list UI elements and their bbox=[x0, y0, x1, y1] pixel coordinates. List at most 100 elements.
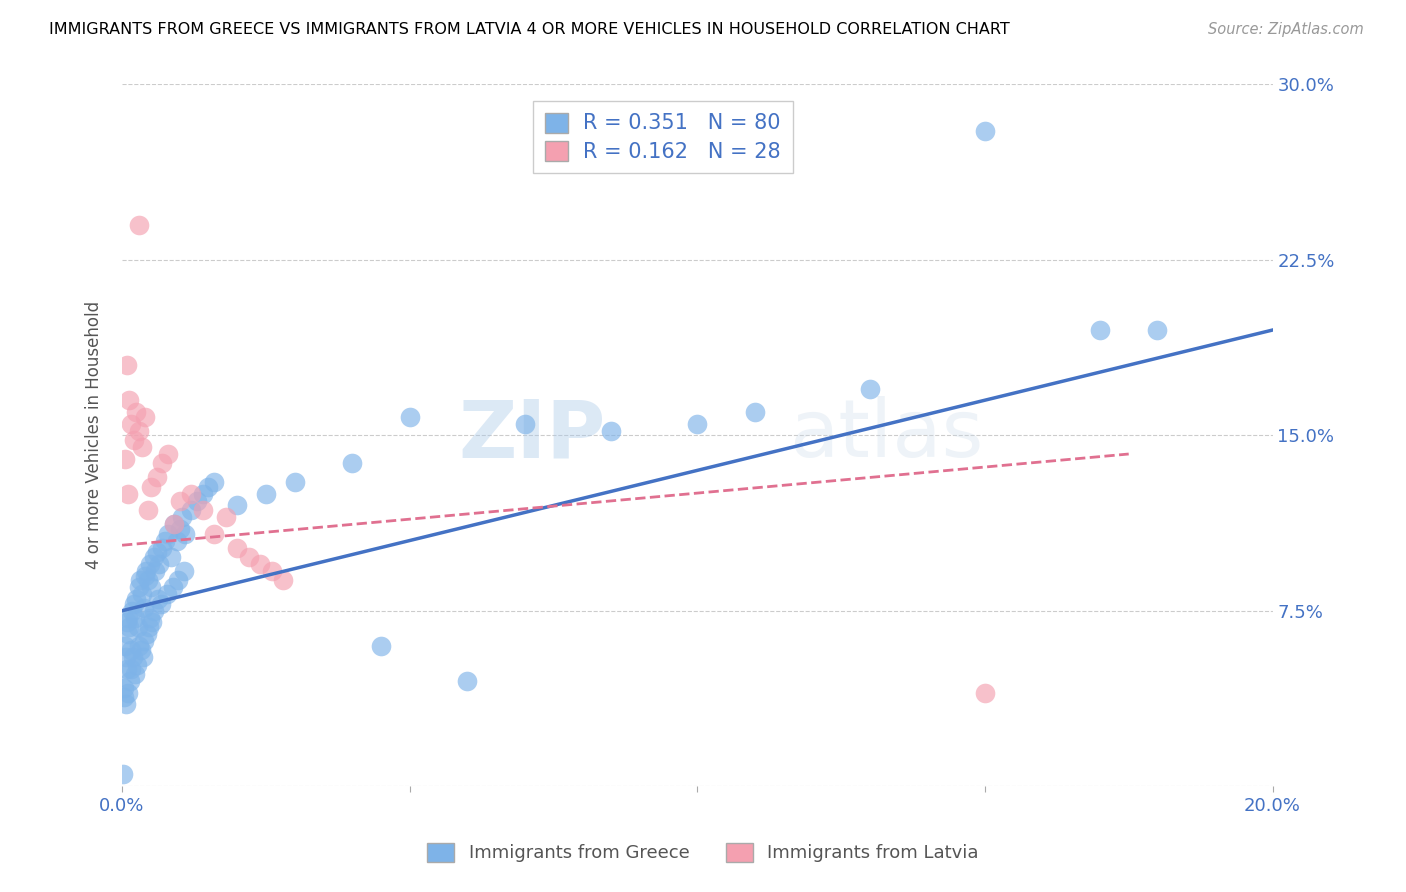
Point bbox=[370, 639, 392, 653]
Point bbox=[150, 597, 173, 611]
Point bbox=[600, 424, 623, 438]
Point bbox=[167, 574, 190, 588]
Point bbox=[186, 493, 208, 508]
Point bbox=[120, 417, 142, 431]
Point bbox=[142, 549, 165, 564]
Point bbox=[271, 574, 294, 588]
Point bbox=[974, 685, 997, 699]
Point bbox=[139, 580, 162, 594]
Point bbox=[197, 480, 219, 494]
Point bbox=[132, 650, 155, 665]
Point bbox=[115, 358, 138, 372]
Point bbox=[150, 456, 173, 470]
Point bbox=[117, 685, 139, 699]
Text: ZIP: ZIP bbox=[458, 396, 605, 475]
Point bbox=[121, 604, 143, 618]
Point bbox=[115, 615, 138, 630]
Point bbox=[157, 447, 180, 461]
Point bbox=[117, 487, 139, 501]
Point bbox=[191, 503, 214, 517]
Point bbox=[122, 597, 145, 611]
Point bbox=[456, 673, 478, 688]
Point bbox=[143, 604, 166, 618]
Point bbox=[138, 620, 160, 634]
Point bbox=[180, 503, 202, 517]
Point bbox=[138, 557, 160, 571]
Y-axis label: 4 or more Vehicles in Household: 4 or more Vehicles in Household bbox=[86, 301, 103, 569]
Point bbox=[156, 587, 179, 601]
Point bbox=[145, 470, 167, 484]
Point bbox=[122, 433, 145, 447]
Point bbox=[153, 533, 176, 548]
Point bbox=[163, 517, 186, 532]
Point bbox=[226, 499, 249, 513]
Point bbox=[125, 405, 148, 419]
Point bbox=[129, 574, 152, 588]
Point bbox=[112, 681, 135, 695]
Text: Source: ZipAtlas.com: Source: ZipAtlas.com bbox=[1208, 22, 1364, 37]
Point bbox=[129, 643, 152, 657]
Point bbox=[974, 124, 997, 138]
Point bbox=[134, 409, 156, 424]
Point bbox=[115, 650, 138, 665]
Point bbox=[146, 592, 169, 607]
Point bbox=[131, 587, 153, 601]
Text: IMMIGRANTS FROM GREECE VS IMMIGRANTS FROM LATVIA 4 OR MORE VEHICLES IN HOUSEHOLD: IMMIGRANTS FROM GREECE VS IMMIGRANTS FRO… bbox=[49, 22, 1010, 37]
Point bbox=[118, 393, 141, 408]
Point bbox=[127, 620, 149, 634]
Point bbox=[114, 639, 136, 653]
Point bbox=[169, 522, 191, 536]
Point bbox=[166, 533, 188, 548]
Point bbox=[172, 510, 194, 524]
Point bbox=[132, 601, 155, 615]
Point bbox=[141, 615, 163, 630]
Point bbox=[136, 503, 159, 517]
Point bbox=[859, 382, 882, 396]
Point bbox=[249, 557, 271, 571]
Point bbox=[120, 643, 142, 657]
Point bbox=[169, 493, 191, 508]
Point bbox=[124, 611, 146, 625]
Point bbox=[139, 480, 162, 494]
Point bbox=[124, 666, 146, 681]
Point bbox=[120, 662, 142, 676]
Point bbox=[191, 487, 214, 501]
Point bbox=[125, 657, 148, 672]
Point bbox=[128, 580, 150, 594]
Point bbox=[162, 580, 184, 594]
Point bbox=[145, 545, 167, 559]
Point bbox=[260, 564, 283, 578]
Point bbox=[112, 767, 135, 781]
Point bbox=[163, 517, 186, 532]
Point bbox=[340, 456, 363, 470]
Point bbox=[214, 510, 236, 524]
Point bbox=[1146, 323, 1168, 337]
Point bbox=[134, 634, 156, 648]
Point bbox=[174, 526, 197, 541]
Point bbox=[135, 627, 157, 641]
Point bbox=[284, 475, 307, 489]
Point bbox=[145, 564, 167, 578]
Point bbox=[128, 639, 150, 653]
Legend: Immigrants from Greece, Immigrants from Latvia: Immigrants from Greece, Immigrants from … bbox=[420, 836, 986, 870]
Point bbox=[128, 424, 150, 438]
Point bbox=[157, 526, 180, 541]
Point bbox=[254, 487, 277, 501]
Point bbox=[202, 526, 225, 541]
Point bbox=[139, 611, 162, 625]
Point bbox=[744, 405, 766, 419]
Point bbox=[134, 568, 156, 582]
Point bbox=[122, 650, 145, 665]
Point bbox=[226, 541, 249, 555]
Point bbox=[118, 620, 141, 634]
Point bbox=[117, 627, 139, 641]
Point bbox=[202, 475, 225, 489]
Point bbox=[238, 549, 260, 564]
Text: atlas: atlas bbox=[789, 396, 984, 475]
Point bbox=[513, 417, 536, 431]
Point bbox=[117, 611, 139, 625]
Point bbox=[115, 662, 138, 676]
Point bbox=[114, 451, 136, 466]
Point bbox=[686, 417, 709, 431]
Point bbox=[131, 440, 153, 454]
